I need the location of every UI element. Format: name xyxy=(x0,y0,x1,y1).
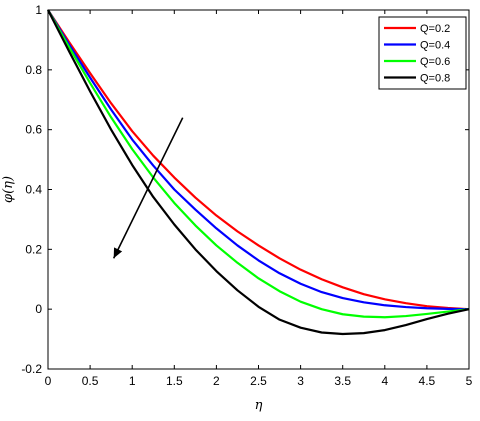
series-line-3 xyxy=(47,9,470,319)
series-line-4 xyxy=(47,9,470,336)
x-tick-label: 4.5 xyxy=(419,374,436,388)
series-line-2 xyxy=(47,9,470,311)
x-tick-label: 4 xyxy=(381,374,388,388)
x-tick-label: 2.5 xyxy=(250,374,267,388)
y-tick-label: 0.4 xyxy=(25,183,42,197)
x-axis-label: η xyxy=(255,398,263,413)
legend-entry-3: Q=0.6 xyxy=(420,56,450,68)
y-axis-label: φ(η) xyxy=(1,176,16,203)
y-tick-label: -0.2 xyxy=(21,362,42,376)
series-layer xyxy=(47,9,470,336)
x-tick-label: 0 xyxy=(45,374,52,388)
x-tick-label: 3.5 xyxy=(334,374,351,388)
annotation-layer xyxy=(112,117,184,259)
trend-arrow-head xyxy=(113,247,123,259)
x-tick-label: 1.5 xyxy=(166,374,183,388)
axes-layer: 0 0.5 1 1.5 2 2.5 3 3.5 4 4.5 5-0.200.20.40.60.81η… xyxy=(1,3,473,413)
legend-entry-2: Q=0.4 xyxy=(420,40,450,52)
x-tick-label: 1 xyxy=(129,374,136,388)
y-tick-label: 0 xyxy=(35,302,42,316)
y-tick-label: 0.2 xyxy=(25,242,42,256)
x-tick-label: 2 xyxy=(213,374,220,388)
legend-entry-1: Q=0.2 xyxy=(420,23,450,35)
trend-arrow-shaft xyxy=(112,117,184,259)
x-tick-label: 3 xyxy=(297,374,304,388)
y-tick-label: 0.6 xyxy=(25,123,42,137)
y-tick-label: 0.8 xyxy=(25,63,42,77)
x-tick-label: 5 xyxy=(466,374,473,388)
legend-entry-4: Q=0.8 xyxy=(420,73,450,85)
series-line-1 xyxy=(47,9,470,311)
x-tick-label: 0.5 xyxy=(82,374,99,388)
y-tick-label: 1 xyxy=(35,3,42,17)
legend: Q=0.2 Q=0.4 Q=0.6 Q=0.8 xyxy=(378,16,467,90)
